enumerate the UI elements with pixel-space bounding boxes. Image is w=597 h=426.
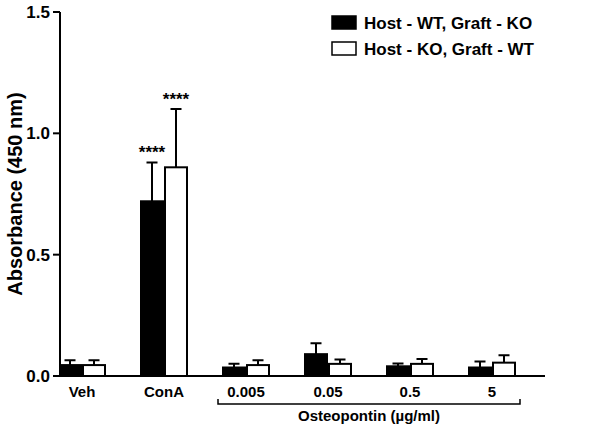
bar bbox=[165, 167, 187, 376]
y-tick-label: 1.0 bbox=[26, 124, 50, 143]
legend: Host - WT, Graft - KO Host - KO, Graft - … bbox=[332, 14, 535, 59]
y-tick-label: 0.5 bbox=[26, 246, 50, 265]
legend-label: Host - KO, Graft - WT bbox=[364, 40, 535, 59]
bars bbox=[60, 109, 515, 376]
x-axis bbox=[60, 375, 545, 377]
bar bbox=[247, 365, 269, 376]
bar bbox=[329, 364, 351, 376]
y-tick bbox=[53, 11, 60, 13]
group-label: Osteopontin (µg/ml) bbox=[298, 407, 440, 424]
y-axis bbox=[59, 12, 61, 376]
error-bar bbox=[311, 343, 322, 354]
x-tick-label: Veh bbox=[69, 383, 96, 400]
legend-swatch bbox=[332, 42, 356, 55]
x-tick-label: 0.005 bbox=[227, 383, 265, 400]
y-tick bbox=[53, 254, 60, 256]
y-tick bbox=[53, 132, 60, 134]
bar bbox=[305, 354, 327, 376]
bar bbox=[387, 366, 409, 376]
x-tick-label: ConA bbox=[144, 383, 184, 400]
bar bbox=[60, 365, 81, 376]
error-bar bbox=[499, 355, 510, 362]
significance-label: **** bbox=[139, 143, 166, 162]
y-axis-label: Absorbance (450 nm) bbox=[4, 92, 26, 295]
chart-container: **** **** 0.0 0.5 1.0 1.5 Veh ConA 0.005 0.05 0.5 5… bbox=[0, 0, 597, 426]
y-tick bbox=[53, 375, 60, 377]
error-bar bbox=[147, 162, 158, 201]
bar bbox=[83, 365, 105, 376]
x-tick-label: 0.5 bbox=[400, 383, 421, 400]
significance-label: **** bbox=[163, 90, 190, 109]
error-bar bbox=[171, 109, 182, 167]
bar bbox=[223, 368, 245, 376]
legend-swatch bbox=[332, 16, 356, 29]
bar bbox=[141, 201, 163, 376]
group-bracket bbox=[218, 399, 520, 404]
bar bbox=[469, 368, 491, 376]
bar bbox=[411, 364, 433, 376]
x-tick-label: 0.05 bbox=[313, 383, 342, 400]
legend-label: Host - WT, Graft - KO bbox=[364, 14, 532, 33]
chart-svg: **** **** 0.0 0.5 1.0 1.5 Veh ConA 0.005 0.05 0.5 5… bbox=[0, 0, 597, 426]
x-tick-label: 5 bbox=[488, 383, 496, 400]
y-tick-label: 1.5 bbox=[26, 3, 50, 22]
y-tick-label: 0.0 bbox=[26, 367, 50, 386]
bar bbox=[493, 363, 515, 376]
